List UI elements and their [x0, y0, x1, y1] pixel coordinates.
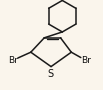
Text: S: S — [47, 69, 53, 79]
Text: Br: Br — [8, 56, 18, 65]
Text: Br: Br — [81, 56, 91, 65]
